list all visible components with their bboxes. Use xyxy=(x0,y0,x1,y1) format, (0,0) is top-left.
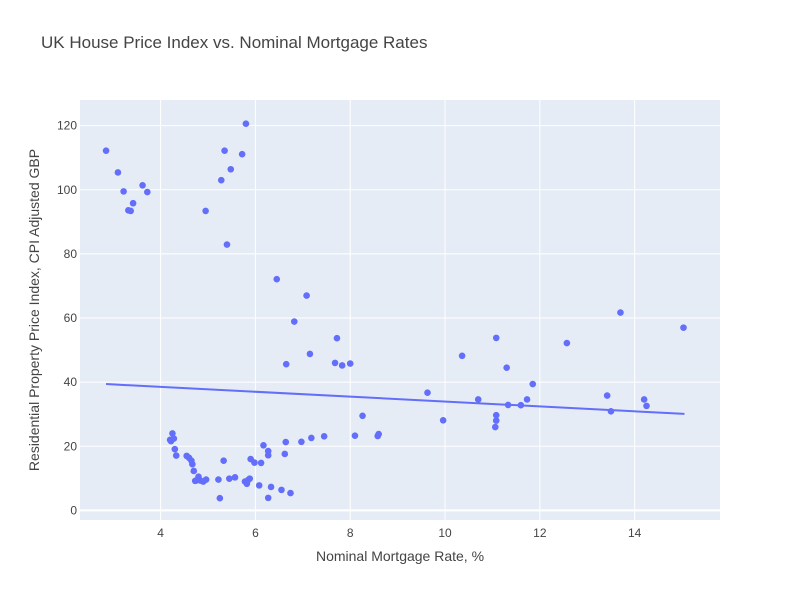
data-point[interactable] xyxy=(320,433,328,440)
data-point[interactable] xyxy=(220,457,227,464)
y-axis-title: Residential Property Price Index, CPI Ad… xyxy=(26,149,42,471)
data-point[interactable] xyxy=(492,411,500,419)
data-point[interactable] xyxy=(189,460,196,468)
chart-title: UK House Price Index vs. Nominal Mortgag… xyxy=(41,33,428,52)
data-point[interactable] xyxy=(308,434,315,442)
data-point[interactable] xyxy=(643,402,650,410)
trendline xyxy=(106,383,685,415)
x-tick-label: 12 xyxy=(533,526,547,540)
data-point[interactable] xyxy=(282,360,290,368)
data-point[interactable] xyxy=(474,396,482,403)
data-point[interactable] xyxy=(231,474,239,481)
data-point[interactable] xyxy=(563,339,571,347)
data-point[interactable] xyxy=(523,396,531,403)
data-point[interactable] xyxy=(424,389,431,397)
tick-labels: 4 6 8 10 12 14 0 20 40 60 80 100 120 xyxy=(57,119,642,540)
data-point[interactable] xyxy=(281,450,289,458)
x-axis-title: Nominal Mortgage Rate, % xyxy=(316,548,484,564)
data-point[interactable] xyxy=(223,241,231,248)
data-point[interactable] xyxy=(680,324,687,331)
data-point[interactable] xyxy=(303,292,310,299)
data-point[interactable] xyxy=(331,359,339,367)
data-point[interactable] xyxy=(359,412,366,420)
x-tick-label: 4 xyxy=(157,526,164,540)
data-point[interactable] xyxy=(458,352,466,360)
data-point[interactable] xyxy=(351,432,359,439)
data-point[interactable] xyxy=(170,435,178,442)
data-point[interactable] xyxy=(439,416,447,424)
data-point[interactable] xyxy=(215,476,222,483)
data-point[interactable] xyxy=(298,438,305,446)
data-point[interactable] xyxy=(221,147,228,154)
data-point[interactable] xyxy=(278,486,285,494)
data-point[interactable] xyxy=(306,350,314,358)
data-point[interactable] xyxy=(264,447,272,455)
data-point[interactable] xyxy=(603,392,611,399)
data-point[interactable] xyxy=(290,318,298,325)
x-tick-label: 14 xyxy=(628,526,642,540)
data-point[interactable] xyxy=(282,438,290,446)
plot-area xyxy=(80,100,720,520)
data-point[interactable] xyxy=(246,475,254,482)
data-point[interactable] xyxy=(216,494,224,502)
data-point[interactable] xyxy=(287,489,294,497)
y-tick-label: 20 xyxy=(64,439,78,453)
data-point[interactable] xyxy=(226,475,233,482)
data-point[interactable] xyxy=(114,169,122,176)
data-point[interactable] xyxy=(346,360,354,367)
data-point[interactable] xyxy=(260,441,267,449)
y-tick-label: 40 xyxy=(64,375,78,389)
x-tick-label: 8 xyxy=(347,526,354,540)
grid-lines xyxy=(80,100,720,520)
data-point[interactable] xyxy=(338,362,346,369)
data-point[interactable] xyxy=(127,207,135,215)
data-point[interactable] xyxy=(251,459,258,466)
data-points xyxy=(102,120,687,502)
data-point[interactable] xyxy=(640,396,648,403)
data-point[interactable] xyxy=(503,364,510,372)
y-tick-label: 80 xyxy=(64,247,78,261)
data-point[interactable] xyxy=(273,275,281,283)
data-point[interactable] xyxy=(375,430,382,438)
y-tick-label: 0 xyxy=(70,503,77,517)
data-point[interactable] xyxy=(190,467,198,475)
y-tick-label: 120 xyxy=(57,119,77,133)
data-point[interactable] xyxy=(102,147,110,154)
data-point[interactable] xyxy=(504,401,512,409)
data-point[interactable] xyxy=(607,408,615,415)
data-point[interactable] xyxy=(242,120,250,128)
data-point[interactable] xyxy=(257,459,265,467)
data-point[interactable] xyxy=(238,150,246,158)
data-point[interactable] xyxy=(169,430,176,437)
data-point[interactable] xyxy=(202,207,209,215)
data-point[interactable] xyxy=(491,423,499,431)
data-point[interactable] xyxy=(120,188,127,195)
x-tick-label: 10 xyxy=(438,526,452,540)
data-point[interactable] xyxy=(333,334,341,342)
data-point[interactable] xyxy=(264,494,272,502)
data-point[interactable] xyxy=(144,188,151,196)
x-tick-label: 6 xyxy=(252,526,259,540)
data-point[interactable] xyxy=(227,165,235,173)
data-point[interactable] xyxy=(529,380,537,388)
data-point[interactable] xyxy=(492,417,500,424)
y-tick-label: 60 xyxy=(64,311,78,325)
data-point[interactable] xyxy=(492,334,500,342)
data-point[interactable] xyxy=(267,483,275,491)
y-tick-label: 100 xyxy=(57,183,77,197)
data-point[interactable] xyxy=(255,482,263,489)
data-point[interactable] xyxy=(217,176,225,184)
data-point[interactable] xyxy=(517,401,525,409)
data-point[interactable] xyxy=(139,181,146,189)
data-point[interactable] xyxy=(171,445,179,453)
trendline-layer xyxy=(106,383,685,415)
data-point[interactable] xyxy=(202,476,210,483)
data-point[interactable] xyxy=(617,309,624,316)
data-point[interactable] xyxy=(172,452,180,459)
data-point[interactable] xyxy=(129,199,137,207)
